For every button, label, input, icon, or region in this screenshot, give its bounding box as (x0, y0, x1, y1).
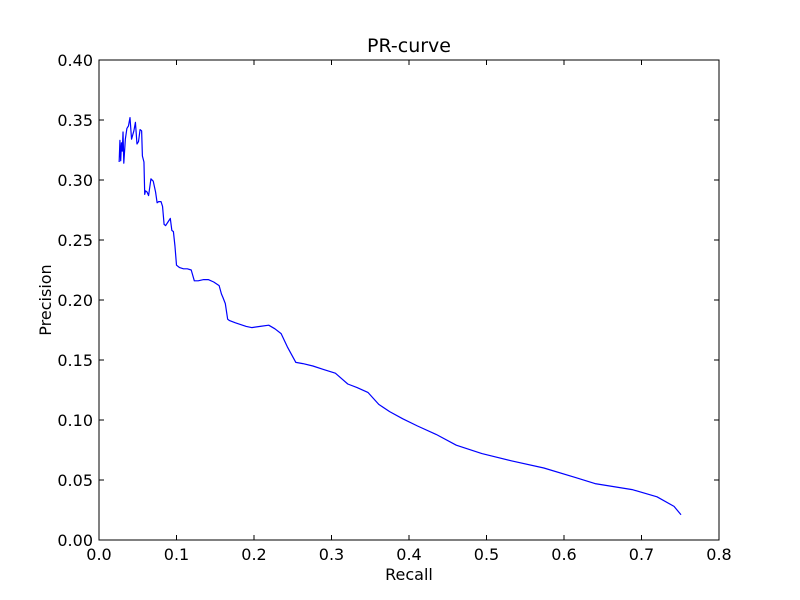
y-tick-label: 0.30 (57, 171, 93, 190)
precision-recall-line (118, 117, 682, 516)
y-tick-label: 0.15 (57, 351, 93, 370)
y-axis: 0.00 0.05 0.10 0.15 0.20 0.25 0.30 0.35 0.40 (57, 51, 719, 550)
plot-area (98, 59, 720, 541)
y-tick-label: 0.40 (57, 51, 93, 70)
y-axis-label: Precision (36, 264, 55, 335)
y-tick-label: 0.25 (57, 231, 93, 250)
x-tick-label: 0.6 (551, 545, 576, 564)
y-tick-label: 0.00 (57, 531, 93, 550)
y-tick-label: 0.35 (57, 111, 93, 130)
x-tick-label: 0.2 (241, 545, 266, 564)
x-tick-label: 0.8 (706, 545, 731, 564)
y-tick-label: 0.05 (57, 471, 93, 490)
x-tick-label: 0.7 (629, 545, 654, 564)
x-tick-label: 0.4 (396, 545, 421, 564)
y-tick-label: 0.20 (57, 291, 93, 310)
x-axis-label: Recall (385, 565, 433, 584)
x-axis: 0.0 0.1 0.2 0.3 0.4 0.5 0.6 0.7 0.8 (86, 60, 732, 564)
y-tick-label: 0.10 (57, 411, 93, 430)
x-tick-label: 0.5 (474, 545, 499, 564)
x-tick-label: 0.3 (319, 545, 344, 564)
chart-title: PR-curve (367, 35, 451, 57)
x-tick-label: 0.1 (164, 545, 189, 564)
x-tick-label: 0.0 (86, 545, 111, 564)
